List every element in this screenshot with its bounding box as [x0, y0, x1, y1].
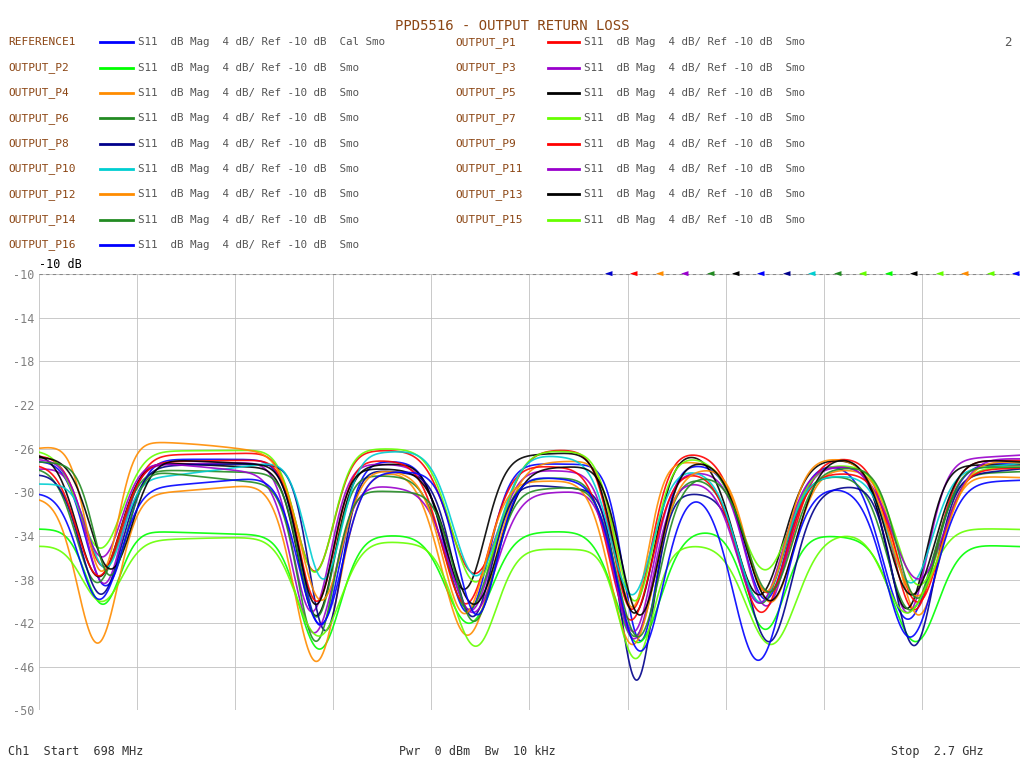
Text: S11  dB Mag  4 dB/ Ref -10 dB  Smo: S11 dB Mag 4 dB/ Ref -10 dB Smo	[584, 214, 805, 225]
Text: OUTPUT_P7: OUTPUT_P7	[456, 113, 516, 124]
Text: ◄: ◄	[655, 268, 663, 280]
Text: S11  dB Mag  4 dB/ Ref -10 dB  Smo: S11 dB Mag 4 dB/ Ref -10 dB Smo	[584, 113, 805, 124]
Text: OUTPUT_P1: OUTPUT_P1	[456, 37, 516, 48]
Text: OUTPUT_P3: OUTPUT_P3	[456, 62, 516, 73]
Text: S11  dB Mag  4 dB/ Ref -10 dB  Smo: S11 dB Mag 4 dB/ Ref -10 dB Smo	[138, 88, 359, 98]
Text: S11  dB Mag  4 dB/ Ref -10 dB  Smo: S11 dB Mag 4 dB/ Ref -10 dB Smo	[584, 88, 805, 98]
Text: OUTPUT_P6: OUTPUT_P6	[8, 113, 69, 124]
Text: ◄: ◄	[859, 268, 867, 280]
Text: ◄: ◄	[758, 268, 765, 280]
Text: OUTPUT_P13: OUTPUT_P13	[456, 189, 523, 200]
Text: OUTPUT_P15: OUTPUT_P15	[456, 214, 523, 225]
Text: S11  dB Mag  4 dB/ Ref -10 dB  Smo: S11 dB Mag 4 dB/ Ref -10 dB Smo	[138, 164, 359, 174]
Text: S11  dB Mag  4 dB/ Ref -10 dB  Smo: S11 dB Mag 4 dB/ Ref -10 dB Smo	[584, 62, 805, 73]
Text: OUTPUT_P10: OUTPUT_P10	[8, 164, 76, 174]
Text: S11  dB Mag  4 dB/ Ref -10 dB  Smo: S11 dB Mag 4 dB/ Ref -10 dB Smo	[138, 189, 359, 200]
Text: REFERENCE1: REFERENCE1	[8, 37, 76, 48]
Text: S11  dB Mag  4 dB/ Ref -10 dB  Smo: S11 dB Mag 4 dB/ Ref -10 dB Smo	[138, 113, 359, 124]
Text: ◄: ◄	[834, 268, 842, 280]
Text: S11  dB Mag  4 dB/ Ref -10 dB  Smo: S11 dB Mag 4 dB/ Ref -10 dB Smo	[138, 62, 359, 73]
Text: ◄: ◄	[885, 268, 892, 280]
Text: Pwr  0 dBm  Bw  10 kHz: Pwr 0 dBm Bw 10 kHz	[399, 745, 556, 757]
Text: S11  dB Mag  4 dB/ Ref -10 dB  Smo: S11 dB Mag 4 dB/ Ref -10 dB Smo	[584, 189, 805, 200]
Text: OUTPUT_P16: OUTPUT_P16	[8, 240, 76, 250]
Text: ◄: ◄	[707, 268, 714, 280]
Text: S11  dB Mag  4 dB/ Ref -10 dB  Smo: S11 dB Mag 4 dB/ Ref -10 dB Smo	[138, 240, 359, 250]
Text: ◄: ◄	[1013, 268, 1020, 280]
Text: ◄: ◄	[910, 268, 918, 280]
Text: 2: 2	[1005, 36, 1012, 48]
Text: Stop  2.7 GHz: Stop 2.7 GHz	[891, 745, 983, 757]
Text: OUTPUT_P5: OUTPUT_P5	[456, 88, 516, 98]
Text: -10 dB: -10 dB	[39, 258, 82, 271]
Text: ◄: ◄	[962, 268, 969, 280]
Text: Ch1  Start  698 MHz: Ch1 Start 698 MHz	[8, 745, 143, 757]
Text: OUTPUT_P14: OUTPUT_P14	[8, 214, 76, 225]
Text: OUTPUT_P2: OUTPUT_P2	[8, 62, 69, 73]
Text: ◄: ◄	[604, 268, 612, 280]
Text: S11  dB Mag  4 dB/ Ref -10 dB  Smo: S11 dB Mag 4 dB/ Ref -10 dB Smo	[138, 138, 359, 149]
Text: OUTPUT_P8: OUTPUT_P8	[8, 138, 69, 149]
Text: S11  dB Mag  4 dB/ Ref -10 dB  Smo: S11 dB Mag 4 dB/ Ref -10 dB Smo	[584, 37, 805, 48]
Text: ◄: ◄	[732, 268, 739, 280]
Text: ◄: ◄	[783, 268, 791, 280]
Text: ◄: ◄	[630, 268, 638, 280]
Text: OUTPUT_P4: OUTPUT_P4	[8, 88, 69, 98]
Text: PPD5516 - OUTPUT RETURN LOSS: PPD5516 - OUTPUT RETURN LOSS	[394, 19, 630, 33]
Text: S11  dB Mag  4 dB/ Ref -10 dB  Cal Smo: S11 dB Mag 4 dB/ Ref -10 dB Cal Smo	[138, 37, 385, 48]
Text: S11  dB Mag  4 dB/ Ref -10 dB  Smo: S11 dB Mag 4 dB/ Ref -10 dB Smo	[584, 138, 805, 149]
Text: ◄: ◄	[681, 268, 688, 280]
Text: ◄: ◄	[936, 268, 943, 280]
Text: ◄: ◄	[987, 268, 994, 280]
Text: S11  dB Mag  4 dB/ Ref -10 dB  Smo: S11 dB Mag 4 dB/ Ref -10 dB Smo	[584, 164, 805, 174]
Text: S11  dB Mag  4 dB/ Ref -10 dB  Smo: S11 dB Mag 4 dB/ Ref -10 dB Smo	[138, 214, 359, 225]
Text: OUTPUT_P9: OUTPUT_P9	[456, 138, 516, 149]
Text: OUTPUT_P11: OUTPUT_P11	[456, 164, 523, 174]
Text: OUTPUT_P12: OUTPUT_P12	[8, 189, 76, 200]
Text: ◄: ◄	[808, 268, 816, 280]
